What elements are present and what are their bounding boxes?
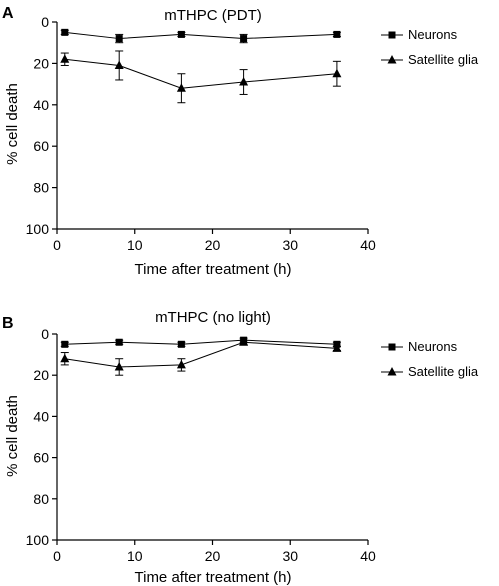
x-tick-label-a: 20 [205, 237, 221, 253]
data-point-satellite-glia-a [332, 68, 342, 78]
data-point-satellite-glia-b [114, 361, 124, 371]
x-tick-label-a: 40 [360, 237, 376, 253]
legend-label-satellite-glia-b: Satellite glia [408, 364, 479, 379]
y-tick-label-a: 80 [33, 180, 49, 196]
x-tick-label-a: 0 [53, 237, 61, 253]
y-tick-label-b: 60 [33, 450, 49, 466]
series-line-satellite-glia-a [64, 58, 337, 89]
chart-title-a: mTHPC (PDT) [164, 7, 262, 24]
data-point-neurons-a [240, 35, 248, 43]
data-point-satellite-glia-a [239, 77, 249, 86]
series-line-neurons-b [64, 339, 337, 345]
y-tick-label-b: 40 [33, 408, 49, 424]
data-point-satellite-glia-b [60, 353, 70, 363]
x-tick-label-b: 20 [205, 548, 221, 564]
y-tick-label-b: 100 [26, 532, 50, 548]
panel-label-a: A [2, 5, 14, 22]
data-point-neurons-b [115, 338, 123, 346]
y-tick-label-a: 20 [33, 55, 49, 71]
legend-label-satellite-glia-a: Satellite glia [408, 52, 479, 67]
x-axis-label-a: Time after treatment (h) [135, 261, 292, 278]
data-point-neurons-b [177, 340, 185, 348]
data-point-neurons-a [177, 30, 185, 38]
data-point-satellite-glia-b [332, 343, 342, 352]
panel-label-b: B [2, 315, 14, 332]
y-tick-label-a: 60 [33, 138, 49, 154]
y-tick-label-a: 100 [26, 221, 50, 237]
data-point-neurons-b [61, 340, 69, 348]
legend-label-neurons-b: Neurons [408, 339, 458, 354]
y-tick-label-b: 20 [33, 367, 49, 383]
x-tick-label-b: 0 [53, 548, 61, 564]
data-point-satellite-glia-a [176, 83, 186, 92]
y-tick-label-a: 40 [33, 97, 49, 113]
x-tick-label-a: 10 [127, 237, 143, 253]
legend-marker-neurons-a [388, 31, 396, 39]
y-axis-label-b: % cell death [4, 395, 21, 477]
legend-marker-satellite-glia-b [387, 367, 397, 376]
y-tick-label-b: 80 [33, 491, 49, 507]
data-point-neurons-a [115, 35, 123, 43]
data-point-satellite-glia-a [114, 60, 124, 69]
x-axis-label-b: Time after treatment (h) [135, 569, 292, 586]
data-point-satellite-glia-a [60, 54, 70, 63]
data-point-satellite-glia-b [239, 337, 249, 346]
y-tick-label-a: 0 [41, 14, 49, 30]
x-tick-label-b: 30 [282, 548, 298, 564]
legend-marker-satellite-glia-a [387, 55, 397, 64]
legend-marker-neurons-b [388, 343, 396, 351]
y-tick-label-b: 0 [41, 326, 49, 342]
x-tick-label-b: 10 [127, 548, 143, 564]
series-line-satellite-glia-b [64, 341, 337, 368]
chart-title-b: mTHPC (no light) [155, 309, 271, 326]
x-tick-label-a: 30 [282, 237, 298, 253]
x-tick-label-b: 40 [360, 548, 376, 564]
y-axis-label-a: % cell death [4, 83, 21, 165]
data-point-neurons-a [61, 28, 69, 36]
series-line-neurons-a [64, 31, 337, 40]
data-point-satellite-glia-b [176, 359, 186, 369]
legend-label-neurons-a: Neurons [408, 27, 458, 42]
data-point-neurons-a [333, 30, 341, 38]
